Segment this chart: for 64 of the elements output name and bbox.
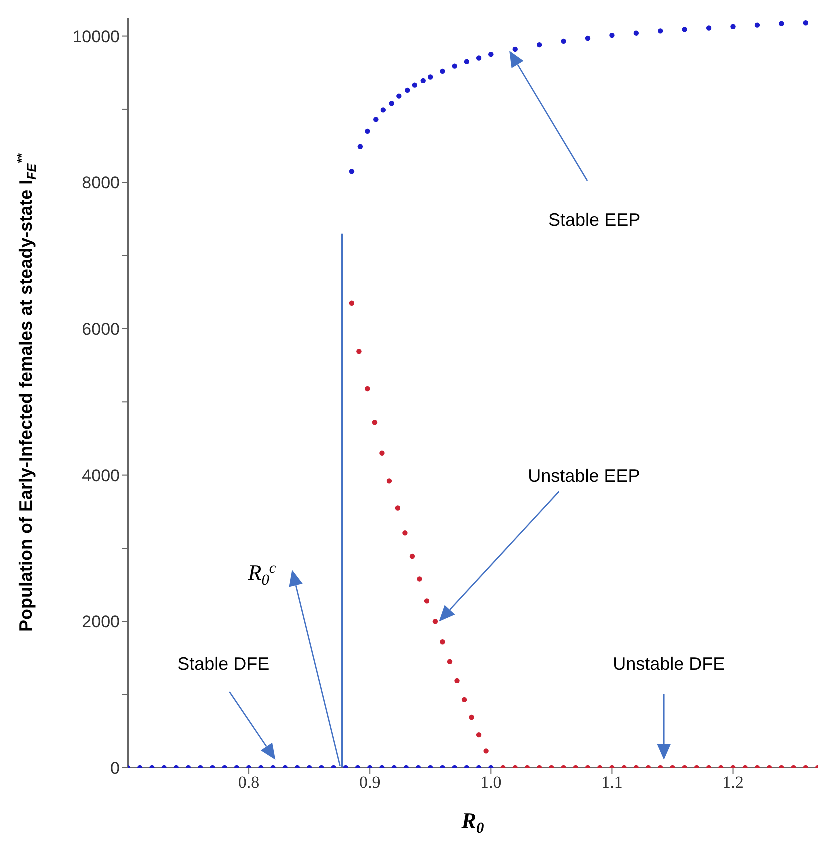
point [349, 300, 355, 306]
point [402, 530, 408, 536]
x-tick-label: 1.1 [602, 773, 623, 792]
x-tick-label: 0.9 [359, 773, 381, 792]
point [432, 619, 438, 624]
point [395, 506, 401, 511]
point [424, 598, 430, 604]
x-tick-label: 1.2 [722, 773, 744, 792]
point [428, 74, 434, 80]
y-tick-label: 2000 [82, 612, 120, 632]
point [374, 117, 379, 122]
point [420, 78, 426, 84]
point [730, 24, 736, 30]
point [469, 714, 474, 720]
point [488, 52, 494, 58]
point [779, 21, 784, 26]
point [454, 678, 460, 684]
point [754, 22, 760, 28]
point [585, 36, 591, 42]
y-tick-label: 8000 [82, 174, 120, 193]
annotation: Stable DFE [178, 654, 270, 674]
point [380, 108, 386, 113]
point [356, 349, 362, 354]
point [417, 576, 422, 582]
point [396, 94, 402, 99]
point [410, 554, 416, 560]
point [452, 64, 458, 69]
point [803, 20, 808, 26]
point [447, 659, 453, 664]
point [561, 38, 566, 44]
y-tick-label: 0 [110, 759, 120, 778]
x-tick-label: 0.8 [238, 773, 260, 792]
point [440, 640, 446, 645]
point [358, 144, 364, 150]
annotation: Unstable EEP [528, 466, 640, 486]
annotation: Stable EEP [548, 210, 641, 230]
point [380, 450, 385, 456]
point [706, 26, 712, 31]
point [462, 697, 468, 703]
point [440, 68, 446, 74]
point [464, 59, 470, 64]
annotation: Unstable DFE [613, 654, 726, 674]
point [484, 748, 489, 754]
point [386, 478, 392, 484]
x-tick-label: 1.0 [480, 773, 502, 792]
point [412, 82, 418, 88]
y-tick-label: 4000 [82, 466, 120, 486]
y-tick-label: 6000 [82, 320, 120, 340]
point [389, 101, 394, 106]
point [634, 30, 640, 36]
x-axis-title: R$_{0}$ [460, 808, 484, 836]
point [610, 32, 615, 38]
point [512, 46, 518, 52]
y-tick-label: 10000 [72, 27, 120, 46]
point [476, 732, 482, 738]
point [405, 88, 410, 94]
point [536, 42, 542, 48]
point [372, 420, 378, 426]
point [682, 27, 688, 32]
point [365, 128, 370, 134]
point [476, 56, 482, 61]
point [658, 28, 664, 34]
point [365, 386, 370, 392]
point [349, 169, 355, 174]
